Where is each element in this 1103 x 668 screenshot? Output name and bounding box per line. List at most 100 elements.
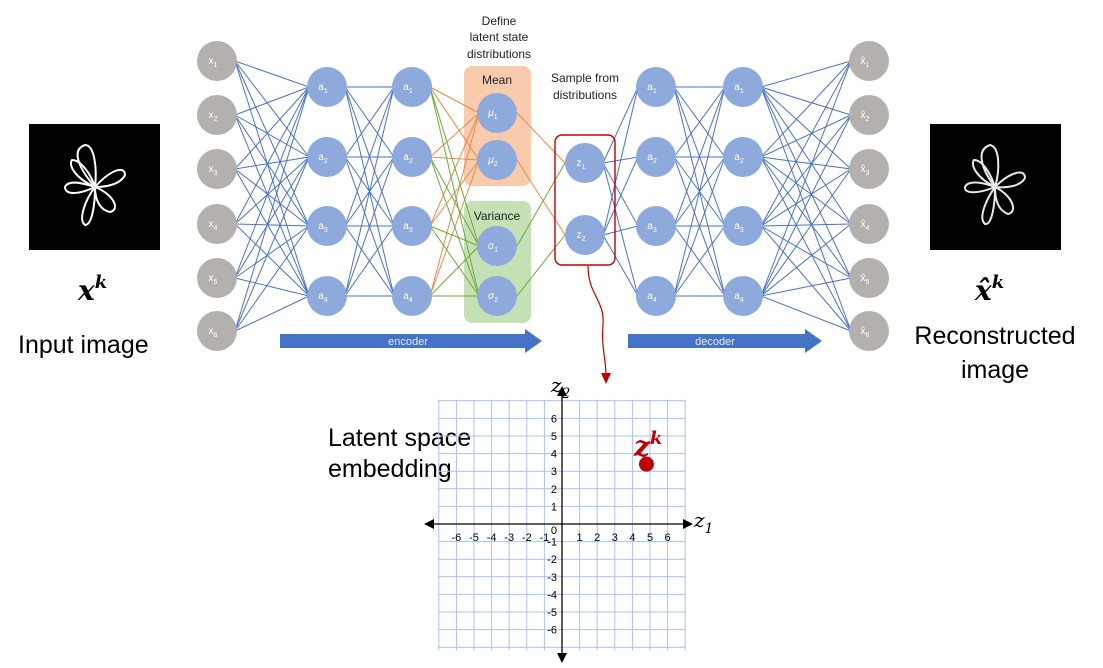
variance-node-label: σ1 [488,241,498,254]
network-edges [234,60,852,332]
x-tick-label: -6 [452,532,462,544]
network-edge [760,86,852,116]
axis-y-label: z2 [550,373,571,402]
input-flower-icon [63,143,127,227]
encoder-h2-node [392,137,432,177]
network-edge [234,60,310,297]
output-node-label: x̂6 [861,325,870,339]
network-edge [234,86,310,116]
network-edge [760,223,852,297]
network-edge [429,245,480,297]
sample-label-1: Sample from [551,71,619,85]
sampling-arrowhead [601,373,611,384]
output-symbol: x̂k [974,272,1004,307]
input-node-label: x1 [209,56,218,69]
latent-axes [432,392,688,656]
network-edge [760,60,852,227]
z-node-label: z1 [577,158,586,171]
decoder-h1-node-label: a3 [647,221,657,234]
input-node [197,311,237,351]
output-node-label: x̂2 [861,109,870,123]
network-edge [234,168,310,227]
network-edge [760,225,852,332]
encoder-h1-node-label: a2 [318,152,328,165]
network-edge [429,156,480,297]
input-node [197,258,237,298]
decoder-arrow [628,329,822,353]
decoder-h2-node [723,137,763,177]
network-edge [760,60,852,158]
network-edge [429,225,480,247]
input-node [197,204,237,244]
output-label-line1: Reconstructed [914,322,1075,350]
z-node [565,215,605,255]
decoder-h2-node-label: a1 [734,82,744,95]
x-tick-label: -5 [469,532,479,544]
network-edge [602,86,639,164]
input-label: Input image [18,331,149,359]
x-tick-label: 4 [629,532,635,544]
y-tick-label: 5 [551,431,557,443]
network-edge [234,86,310,332]
network-edge [429,86,480,247]
y-tick-label: -1 [547,537,557,549]
latent-point-label: zk [633,428,662,463]
x-tick-label: 3 [612,532,618,544]
encoder-h1-node [307,276,347,316]
network-edge [234,86,310,170]
encoder-arrow [280,329,542,353]
y-tick-label: 3 [551,466,557,478]
variance-node [477,276,517,316]
mean-node [477,93,517,133]
encoder-h2-node [392,206,432,246]
network-edge [234,223,310,227]
network-edge [760,60,852,88]
output-node-label: x̂5 [861,272,870,286]
network-edge [673,86,726,158]
network-edge [234,225,310,279]
network-edge [429,86,480,114]
network-edge [760,277,852,297]
network-edge [516,112,566,164]
axis-y-up-arrow [557,386,567,396]
axis-x-left-arrow [424,519,434,529]
network-edge [760,225,852,279]
network-edge [234,156,310,225]
mean-node-label: μ1 [487,108,497,121]
output-node-label: x̂3 [861,163,870,177]
encoder-h1-node-label: a1 [318,82,328,95]
decoder-h2-node [723,67,763,107]
network-edge [760,168,852,297]
define-label-1: Define [482,14,517,28]
network-edge [760,86,852,279]
encoder-label: encoder [388,336,428,348]
decoder-h2-node-label: a4 [734,291,744,304]
encoder-h1-node-label: a4 [318,291,328,304]
network-edge [344,225,395,297]
network-edge [234,60,310,158]
output-node [849,41,889,81]
decoder-h1-node [636,276,676,316]
output-node [849,258,889,298]
y-tick-label: -5 [547,607,557,619]
x-tick-label: -4 [487,532,497,544]
output-node [849,204,889,244]
output-label-line2: image [961,356,1029,384]
z-node [565,143,605,183]
network-edge [602,234,639,297]
input-node [197,149,237,189]
network-edge [602,156,639,236]
x-tick-label: 5 [647,532,653,544]
network-edge [673,156,726,297]
encoder-h2-node-label: a2 [403,152,413,165]
x-tick-label: 1 [577,532,583,544]
decoder-h2-node-label: a2 [734,152,744,165]
origin-label: 0 [551,525,557,537]
y-tick-label: 6 [551,413,557,425]
network-edge [234,86,310,279]
latent-point [638,456,654,472]
y-tick-label: -2 [547,554,557,566]
network-edge [234,60,310,227]
x-tick-label: -3 [504,532,514,544]
